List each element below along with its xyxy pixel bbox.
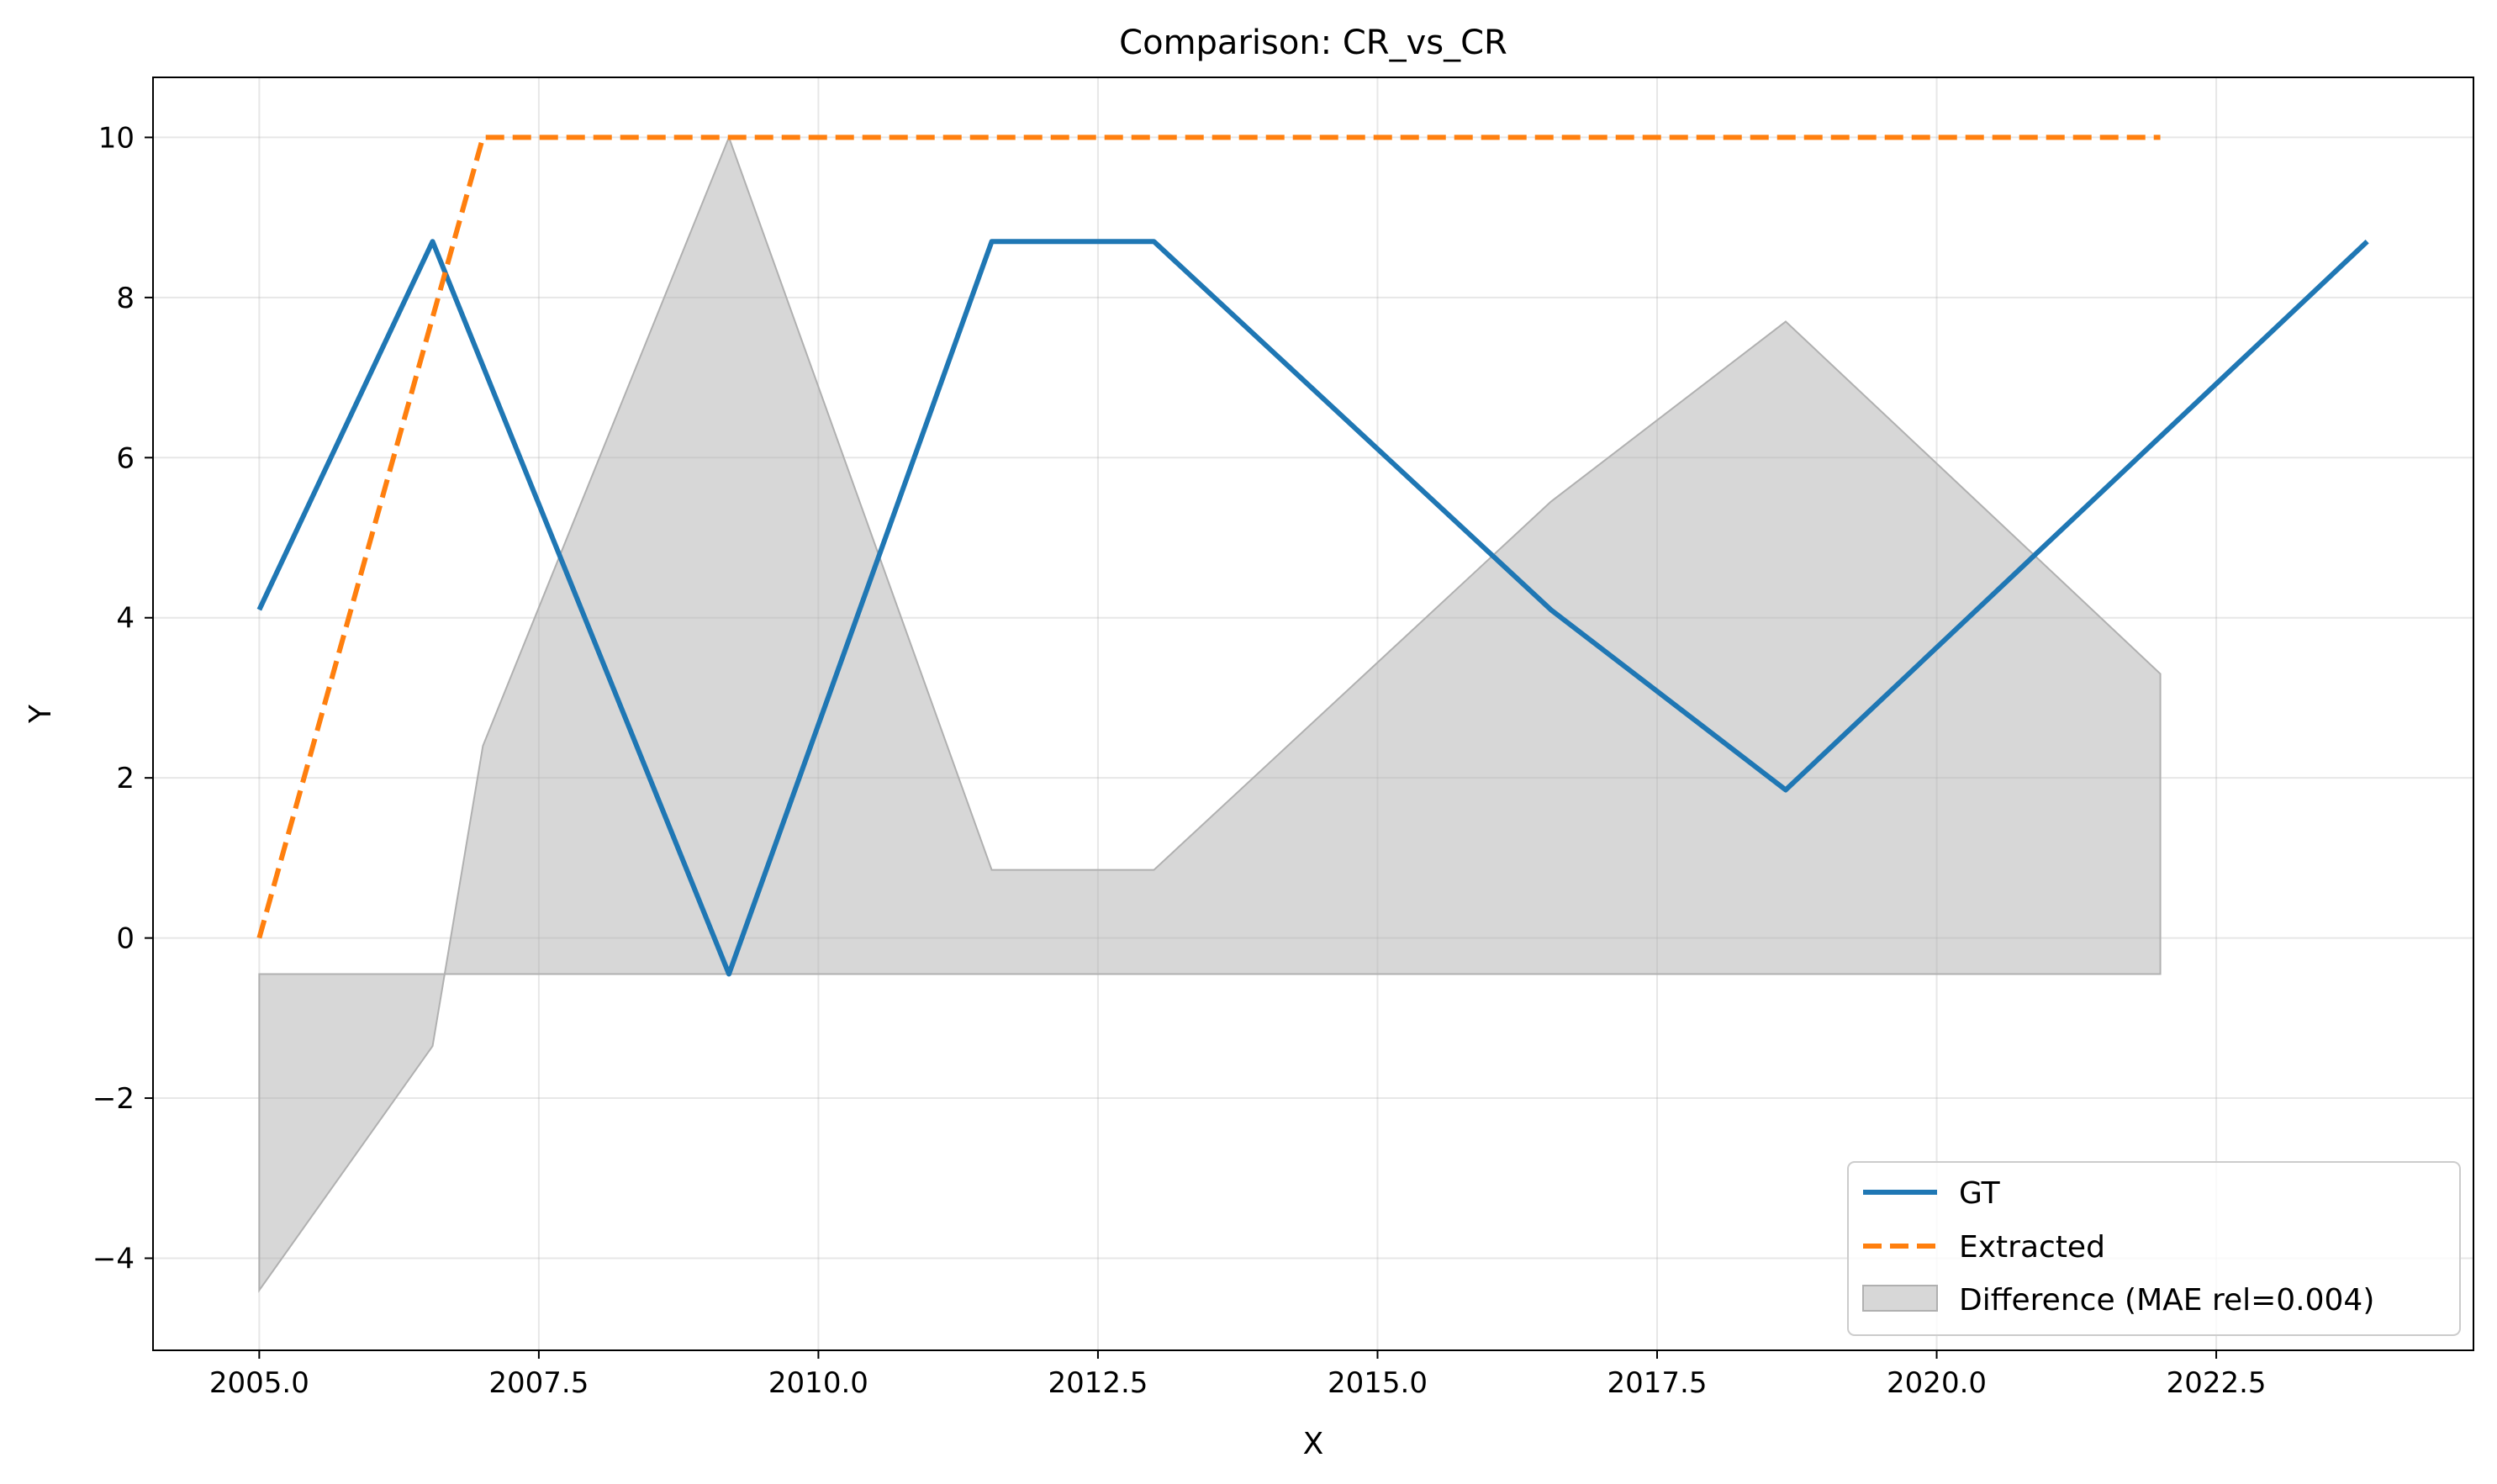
series-line-extracted (256, 135, 2161, 939)
x-tick-label: 2020.0 (1887, 1366, 1987, 1400)
legend-gt-label: GT (1959, 1176, 2001, 1211)
series-lines (256, 135, 2369, 977)
y-tick-label: 4 (116, 602, 135, 636)
y-tick-label: 10 (98, 121, 135, 155)
x-tick-label: 2012.5 (1048, 1366, 1148, 1400)
y-tick-label: 0 (116, 922, 135, 956)
y-axis: −4 −2 0 2 4 6 8 10 (92, 121, 153, 1275)
y-tick-label: 2 (116, 762, 135, 795)
x-tick-label: 2007.5 (488, 1366, 589, 1400)
y-tick-label: 6 (116, 441, 135, 475)
x-tick-label: 2010.0 (768, 1366, 868, 1400)
chart-title: Comparison: CR_vs_CR (1119, 24, 1507, 62)
difference-area (258, 135, 2162, 1293)
legend-difference-swatch (1862, 1285, 1938, 1312)
legend-box (1847, 1161, 2461, 1336)
x-axis-label: X (1303, 1427, 1324, 1461)
x-tick-label: 2005.0 (209, 1366, 309, 1400)
series-line-gt (256, 239, 2369, 977)
legend: GT Extracted Difference (MAE rel=0.004) (1847, 1161, 2461, 1336)
x-axis: 2005.0 2007.5 2010.0 2012.5 2015.0 2017.5 2020… (209, 1350, 2267, 1400)
y-tick-label: 8 (116, 282, 135, 315)
legend-extracted-label: Extracted (1959, 1230, 2105, 1265)
y-axis-label: Y (24, 704, 58, 724)
plot-frame (152, 77, 2474, 1351)
x-tick-label: 2017.5 (1607, 1366, 1708, 1400)
difference-fill (258, 135, 2162, 1293)
x-tick-label: 2015.0 (1328, 1366, 1428, 1400)
x-tick-label: 2022.5 (2167, 1366, 2267, 1400)
y-tick-label: −2 (92, 1082, 135, 1116)
y-tick-label: −4 (92, 1242, 135, 1275)
legend-difference-label: Difference (MAE rel=0.004) (1959, 1283, 2374, 1318)
